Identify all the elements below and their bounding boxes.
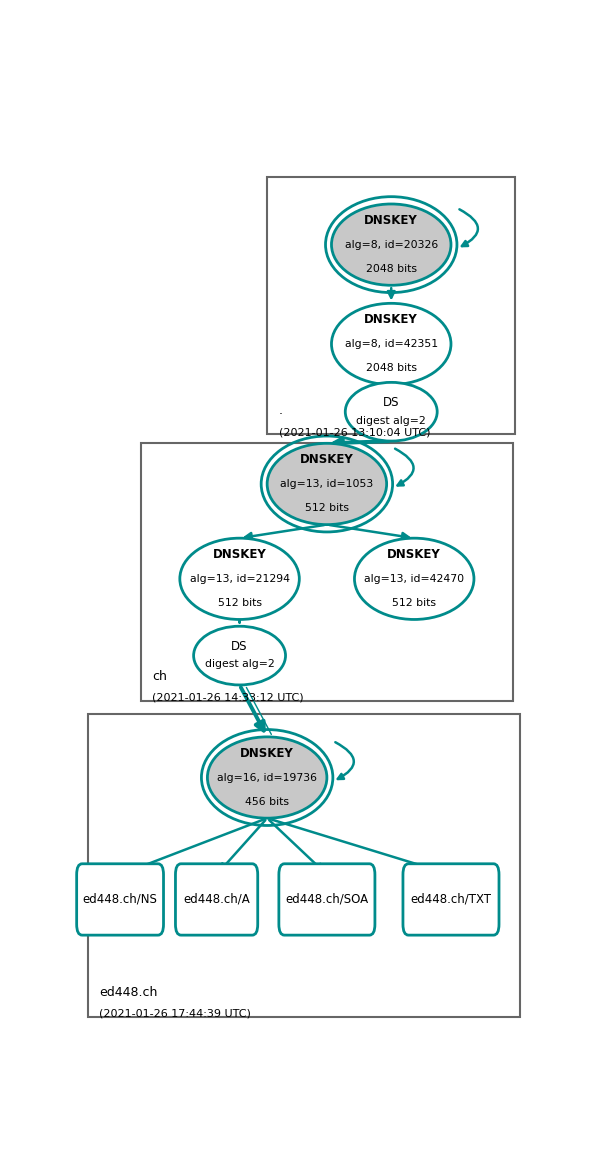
Text: alg=8, id=42351: alg=8, id=42351: [345, 339, 438, 350]
Ellipse shape: [331, 304, 451, 385]
Text: .: .: [279, 405, 283, 418]
Text: digest alg=2: digest alg=2: [205, 659, 275, 670]
Ellipse shape: [345, 382, 437, 441]
Ellipse shape: [180, 538, 299, 619]
Text: (2021-01-26 13:10:04 UTC): (2021-01-26 13:10:04 UTC): [279, 427, 430, 438]
Text: 456 bits: 456 bits: [245, 796, 289, 807]
Text: digest alg=2: digest alg=2: [356, 415, 426, 426]
Text: alg=13, id=42470: alg=13, id=42470: [364, 574, 464, 584]
Text: DNSKEY: DNSKEY: [387, 548, 441, 561]
Text: DS: DS: [231, 640, 248, 653]
Ellipse shape: [193, 626, 285, 685]
FancyBboxPatch shape: [403, 863, 499, 935]
Ellipse shape: [267, 443, 387, 524]
Text: DNSKEY: DNSKEY: [364, 213, 418, 226]
Text: 512 bits: 512 bits: [305, 503, 349, 514]
Text: alg=16, id=19736: alg=16, id=19736: [217, 773, 317, 782]
Text: DNSKEY: DNSKEY: [240, 747, 294, 760]
Ellipse shape: [355, 538, 474, 619]
Text: alg=13, id=21294: alg=13, id=21294: [190, 574, 289, 584]
Text: alg=8, id=20326: alg=8, id=20326: [345, 239, 438, 250]
Text: (2021-01-26 14:33:12 UTC): (2021-01-26 14:33:12 UTC): [152, 692, 304, 703]
FancyBboxPatch shape: [76, 863, 164, 935]
Text: DNSKEY: DNSKEY: [364, 313, 418, 326]
Text: 512 bits: 512 bits: [218, 598, 262, 609]
FancyBboxPatch shape: [279, 863, 375, 935]
Text: DNSKEY: DNSKEY: [300, 453, 354, 466]
Text: ch: ch: [152, 670, 167, 683]
FancyArrowPatch shape: [395, 449, 413, 486]
Text: ed448.ch/NS: ed448.ch/NS: [82, 893, 158, 906]
Text: ed448.ch/TXT: ed448.ch/TXT: [410, 893, 492, 906]
Text: DS: DS: [383, 396, 400, 409]
FancyArrowPatch shape: [460, 209, 478, 246]
Text: DNSKEY: DNSKEY: [213, 548, 266, 561]
Text: ed448.ch: ed448.ch: [100, 985, 158, 999]
FancyArrowPatch shape: [335, 743, 354, 779]
Ellipse shape: [208, 737, 327, 819]
Bar: [141, 443, 513, 700]
Bar: [88, 714, 520, 1017]
Text: (2021-01-26 17:44:39 UTC): (2021-01-26 17:44:39 UTC): [100, 1009, 251, 1018]
FancyBboxPatch shape: [176, 863, 258, 935]
Bar: [267, 177, 515, 434]
Text: ed448.ch/SOA: ed448.ch/SOA: [285, 893, 368, 906]
Text: 512 bits: 512 bits: [392, 598, 436, 609]
Ellipse shape: [331, 204, 451, 285]
Text: 2048 bits: 2048 bits: [366, 364, 417, 373]
Text: 2048 bits: 2048 bits: [366, 264, 417, 274]
Text: alg=13, id=1053: alg=13, id=1053: [280, 479, 374, 489]
Text: ed448.ch/A: ed448.ch/A: [183, 893, 250, 906]
